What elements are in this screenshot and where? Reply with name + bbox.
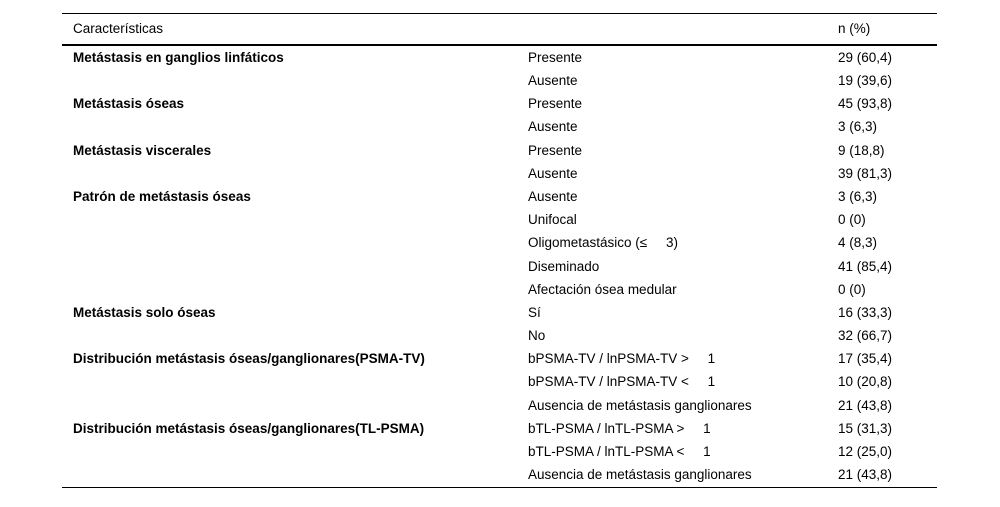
subcategory-cell: bTL-PSMA / lnTL-PSMA > 1 (528, 420, 711, 436)
subcategory-cell: Ausente (528, 73, 578, 89)
table-row: bPSMA-TV / lnPSMA-TV < 1 10 (20,8) (62, 371, 937, 394)
table-row: Diseminado 41 (85,4) (62, 255, 937, 278)
subcategory-cell: Ausencia de metástasis ganglionares (528, 467, 752, 483)
category-cell (62, 232, 528, 255)
category-cell (62, 463, 528, 487)
subcategory-cell: bPSMA-TV / lnPSMA-TV < 1 (528, 374, 716, 390)
value-cell: 3 (6,3) (838, 188, 878, 204)
subcategory-cell: No (528, 328, 546, 344)
value-cell: 21 (43,8) (838, 397, 893, 413)
table-body: Metástasis en ganglios linfáticos Presen… (62, 45, 937, 487)
value-cell: 3 (6,3) (838, 119, 878, 135)
value-cell: 21 (43,8) (838, 467, 893, 483)
category-cell: Metástasis solo óseas (73, 304, 216, 320)
category-cell (62, 69, 528, 92)
category-cell (62, 440, 528, 463)
table-row: Unifocal 0 (0) (62, 208, 937, 231)
table-row: No 32 (66,7) (62, 324, 937, 347)
characteristics-table: Características n (%) Metástasis en gang… (62, 13, 937, 488)
value-cell: 15 (31,3) (838, 420, 893, 436)
subcategory-cell: Ausente (528, 188, 578, 204)
table-header-row: Características n (%) (62, 13, 937, 46)
value-cell: 4 (8,3) (838, 235, 878, 251)
category-cell (62, 324, 528, 347)
table-row: bTL-PSMA / lnTL-PSMA < 1 12 (25,0) (62, 440, 937, 463)
subcategory-cell: bPSMA-TV / lnPSMA-TV > 1 (528, 351, 716, 367)
subcategory-cell: Ausente (528, 165, 578, 181)
category-cell: Metástasis viscerales (73, 142, 212, 158)
table-row: Afectación ósea medular 0 (0) (62, 278, 937, 301)
column-header-caracteristicas: Características (62, 13, 528, 46)
table-row: Ausencia de metástasis ganglionares 21 (… (62, 394, 937, 417)
category-cell (62, 278, 528, 301)
table-row: Ausencia de metástasis ganglionares 21 (… (62, 463, 937, 487)
subcategory-cell: Presente (528, 49, 583, 65)
table-row: Patrón de metástasis óseas Ausente 3 (6,… (62, 185, 937, 208)
value-cell: 9 (18,8) (838, 142, 885, 158)
category-cell: Metástasis óseas (73, 96, 185, 112)
value-cell: 45 (93,8) (838, 96, 893, 112)
column-header-n-percent: n (%) (838, 13, 937, 46)
table-row: Metástasis solo óseas Sí 16 (33,3) (62, 301, 937, 324)
table-row: Metástasis en ganglios linfáticos Presen… (62, 45, 937, 69)
column-header-spacer (528, 13, 838, 46)
value-cell: 41 (85,4) (838, 258, 893, 274)
subcategory-cell: Sí (528, 304, 541, 320)
value-cell: 12 (25,0) (838, 444, 893, 460)
subcategory-cell: Ausencia de metástasis ganglionares (528, 397, 752, 413)
table-row: Ausente 39 (81,3) (62, 162, 937, 185)
subcategory-cell: Oligometastásico (≤ 3) (528, 235, 678, 251)
value-cell: 19 (39,6) (838, 73, 893, 89)
subcategory-cell: bTL-PSMA / lnTL-PSMA < 1 (528, 444, 711, 460)
subcategory-cell: Diseminado (528, 258, 600, 274)
table-row: Metástasis óseas Presente 45 (93,8) (62, 92, 937, 115)
subcategory-cell: Unifocal (528, 212, 577, 228)
category-cell: Distribución metástasis óseas/ganglionar… (73, 420, 425, 436)
value-cell: 39 (81,3) (838, 165, 893, 181)
table-row: Oligometastásico (≤ 3) 4 (8,3) (62, 232, 937, 255)
category-cell (62, 162, 528, 185)
table-row: Ausente 19 (39,6) (62, 69, 937, 92)
table-row: Distribución metástasis óseas/ganglionar… (62, 417, 937, 440)
category-cell (62, 255, 528, 278)
value-cell: 32 (66,7) (838, 328, 893, 344)
table-row: Metástasis viscerales Presente 9 (18,8) (62, 139, 937, 162)
value-cell: 17 (35,4) (838, 351, 893, 367)
subcategory-cell: Afectación ósea medular (528, 281, 677, 297)
value-cell: 0 (0) (838, 212, 866, 228)
table-row: Ausente 3 (6,3) (62, 116, 937, 139)
category-cell (62, 394, 528, 417)
subcategory-cell: Presente (528, 96, 583, 112)
value-cell: 29 (60,4) (838, 49, 893, 65)
category-cell (62, 116, 528, 139)
subcategory-cell: Presente (528, 142, 583, 158)
category-cell (62, 371, 528, 394)
category-cell: Patrón de metástasis óseas (73, 188, 251, 204)
value-cell: 16 (33,3) (838, 304, 893, 320)
category-cell: Distribución metástasis óseas/ganglionar… (73, 351, 425, 367)
category-cell (62, 208, 528, 231)
value-cell: 0 (0) (838, 281, 866, 297)
category-cell: Metástasis en ganglios linfáticos (73, 49, 284, 65)
subcategory-cell: Ausente (528, 119, 578, 135)
value-cell: 10 (20,8) (838, 374, 893, 390)
table-row: Distribución metástasis óseas/ganglionar… (62, 347, 937, 370)
